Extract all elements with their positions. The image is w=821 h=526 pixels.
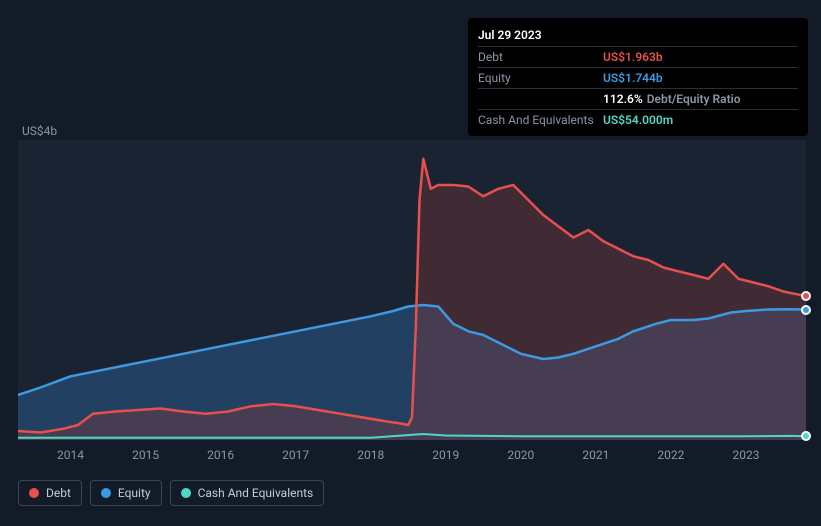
tooltip-row-label: [478, 92, 603, 106]
tooltip-row: EquityUS$1.744b: [478, 67, 798, 88]
tooltip-row-label: Debt: [478, 50, 603, 64]
legend-dot-icon: [101, 488, 111, 498]
series-end-marker-cash: [801, 431, 811, 441]
chart-legend: Debt Equity Cash And Equivalents: [18, 480, 324, 506]
tooltip-row-extra: Debt/Equity Ratio: [647, 92, 741, 106]
legend-label: Equity: [118, 486, 151, 500]
legend-dot-icon: [29, 488, 39, 498]
chart-svg: [18, 140, 806, 440]
series-end-marker-equity: [801, 305, 811, 315]
legend-label: Debt: [46, 486, 71, 500]
tooltip-row-label: Equity: [478, 71, 603, 85]
x-tick: 2021: [582, 448, 609, 462]
tooltip-row-value: US$1.744b: [603, 71, 663, 85]
tooltip-row: 112.6%Debt/Equity Ratio: [478, 88, 798, 109]
x-tick: 2022: [657, 448, 684, 462]
x-tick: 2020: [507, 448, 534, 462]
x-tick: 2019: [432, 448, 459, 462]
legend-dot-icon: [181, 488, 191, 498]
legend-label: Cash And Equivalents: [198, 486, 314, 500]
tooltip-date: Jul 29 2023: [478, 24, 798, 46]
y-axis-label-max: US$4b: [22, 124, 57, 138]
x-tick: 2018: [357, 448, 384, 462]
x-tick: 2016: [207, 448, 234, 462]
tooltip-row-label: Cash And Equivalents: [478, 113, 603, 127]
x-tick: 2023: [732, 448, 759, 462]
legend-item-cash[interactable]: Cash And Equivalents: [170, 480, 325, 506]
x-tick: 2015: [132, 448, 159, 462]
legend-item-debt[interactable]: Debt: [18, 480, 82, 506]
series-end-marker-debt: [801, 291, 811, 301]
tooltip-row-value: 112.6%Debt/Equity Ratio: [603, 92, 741, 106]
hover-tooltip: Jul 29 2023 DebtUS$1.963bEquityUS$1.744b…: [468, 18, 808, 136]
x-tick: 2017: [282, 448, 309, 462]
tooltip-row: Cash And EquivalentsUS$54.000m: [478, 109, 798, 130]
chart-plot-area[interactable]: [18, 140, 806, 440]
tooltip-row-value: US$1.963b: [603, 50, 663, 64]
x-axis: 2014 2015 2016 2017 2018 2019 2020 2021 2022 2023: [18, 448, 806, 468]
tooltip-row-value: US$54.000m: [603, 113, 673, 127]
tooltip-row: DebtUS$1.963b: [478, 46, 798, 67]
x-tick: 2014: [57, 448, 84, 462]
legend-item-equity[interactable]: Equity: [90, 480, 162, 506]
